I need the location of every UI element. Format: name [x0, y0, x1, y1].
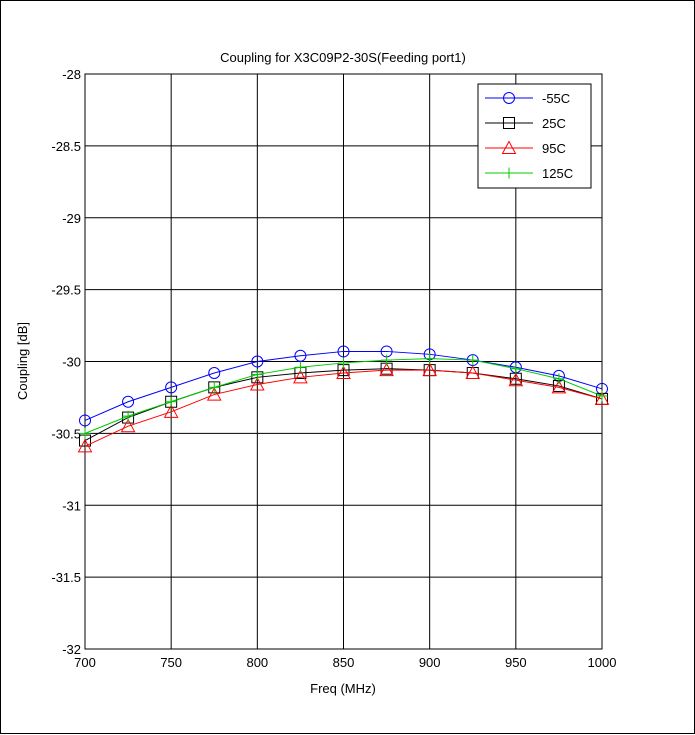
data-point	[594, 391, 610, 405]
plot-border	[84, 73, 603, 650]
series-125C	[79, 353, 608, 439]
x-tick-label: 1000	[588, 655, 617, 670]
data-point	[165, 381, 178, 394]
data-point	[379, 362, 394, 377]
data-point	[553, 373, 565, 385]
legend-marker	[503, 117, 515, 129]
data-point	[508, 372, 524, 387]
data-point	[336, 365, 351, 379]
legend-label: 125C	[542, 166, 573, 181]
data-point	[77, 438, 93, 453]
legend-item: 25C	[485, 116, 566, 131]
data-point	[122, 410, 134, 422]
data-point	[79, 427, 91, 439]
legend-item: 95C	[485, 140, 566, 156]
data-point	[163, 404, 179, 418]
data-point	[422, 362, 438, 377]
data-point	[424, 353, 436, 365]
legend-marker	[503, 92, 515, 104]
y-tick-label: -30.5	[51, 426, 81, 441]
legend-item: -55C	[485, 91, 570, 106]
series-line	[84, 369, 603, 447]
y-tick-label: -29.5	[51, 283, 81, 298]
data-point	[249, 376, 265, 391]
x-tick-label: 750	[160, 655, 182, 670]
data-point	[122, 395, 135, 408]
data-point	[293, 369, 308, 384]
legend: -55C 25C 95C 125C	[477, 83, 592, 189]
data-point	[337, 345, 350, 358]
data-point	[465, 365, 481, 379]
y-tick-label: -28.5	[51, 139, 81, 154]
x-tick-label: 800	[246, 655, 268, 670]
data-point	[467, 354, 479, 366]
data-point	[206, 387, 222, 401]
data-point	[294, 361, 306, 373]
y-axis-ticks: -28 -28.5 -29 -29.5 -30 -30.5 -31 -31.5 -32	[51, 67, 81, 657]
x-tick-label: 950	[505, 655, 527, 670]
x-tick-label: 900	[419, 655, 441, 670]
data-point	[338, 357, 349, 369]
data-point	[79, 414, 91, 427]
y-tick-label: -31.5	[51, 570, 81, 585]
data-point	[551, 379, 567, 394]
series-95C	[77, 362, 610, 453]
y-axis-label: Coupling [dB]	[15, 322, 30, 400]
x-axis-label: Freq (MHz)	[310, 681, 376, 696]
data-point	[251, 355, 264, 368]
y-tick-label: -31	[62, 498, 81, 513]
legend-marker	[501, 140, 517, 154]
legend-label: 95C	[542, 141, 566, 156]
legend-marker	[503, 167, 515, 179]
legend-item: 125C	[485, 166, 573, 181]
x-tick-label: 850	[333, 655, 355, 670]
y-tick-label: -30	[62, 355, 81, 370]
legend-label: -55C	[542, 91, 570, 106]
data-point	[294, 349, 307, 362]
x-tick-label: 700	[74, 655, 96, 670]
series-layer	[77, 345, 610, 453]
data-point	[596, 390, 608, 402]
data-point	[208, 381, 220, 393]
x-axis-ticks: 700 750 800 850 900 950 1000	[74, 655, 616, 670]
data-point	[208, 367, 221, 379]
y-tick-label: -32	[62, 642, 81, 657]
legend-box	[477, 83, 592, 189]
data-point	[510, 363, 522, 375]
chart-title: Coupling for X3C09P2-30S(Feeding port1)	[220, 50, 466, 65]
data-point	[165, 396, 177, 408]
legend-label: 25C	[542, 116, 566, 131]
y-tick-label: -29	[62, 211, 81, 226]
data-point	[120, 418, 136, 433]
data-point	[251, 368, 263, 380]
y-tick-label: -28	[62, 67, 81, 82]
data-point	[381, 354, 393, 366]
